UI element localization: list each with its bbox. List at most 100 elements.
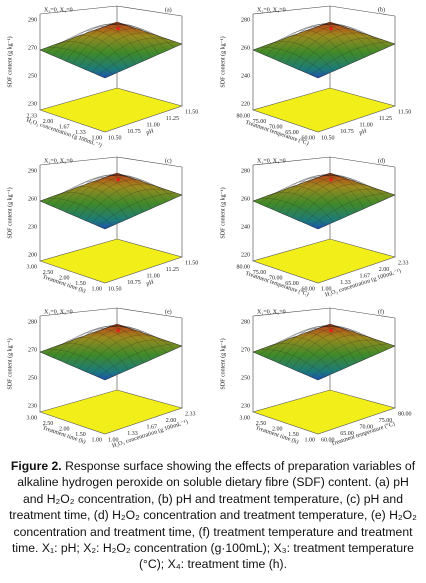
mesh-line bbox=[101, 23, 167, 51]
mesh-line bbox=[298, 32, 376, 70]
z-tick-label: 270 bbox=[28, 45, 37, 51]
floor bbox=[38, 87, 184, 133]
mesh-line bbox=[91, 37, 170, 73]
y-tick-label: 1.00 bbox=[321, 286, 332, 292]
mesh-line bbox=[91, 188, 170, 224]
mesh-line bbox=[109, 175, 175, 199]
mesh-line bbox=[304, 188, 383, 224]
x-tick-label: 2.50 bbox=[43, 270, 54, 276]
z-tick-label: 230 bbox=[28, 101, 37, 107]
z-tick-label: 260 bbox=[28, 196, 37, 202]
frame-line bbox=[252, 156, 396, 168]
surface-panel: (f) X₁=0, X₂=0 SDF content (g kg⁻¹) 230 250 2… bbox=[219, 307, 412, 447]
mesh-line bbox=[304, 339, 383, 375]
y-tick-label: 11.50 bbox=[185, 109, 198, 115]
z-axis-label: SDF content (g kg⁻¹) bbox=[219, 338, 226, 389]
response-surface bbox=[252, 21, 396, 79]
z-tick-label: 240 bbox=[241, 73, 250, 79]
y-axis-label: pH bbox=[146, 279, 155, 287]
x-tick-label: 1.33 bbox=[75, 130, 86, 136]
mesh-line bbox=[311, 343, 389, 378]
y-tick-label: 11.00 bbox=[147, 273, 160, 279]
y-tick-label: 2.33 bbox=[398, 260, 409, 266]
mesh-line bbox=[85, 32, 163, 70]
fixed-factors: X₃=0, X₄=0 bbox=[44, 7, 73, 13]
y-axis-label: pH bbox=[146, 128, 155, 136]
x-tick-label: 1.50 bbox=[75, 281, 86, 287]
z-tick-label: 280 bbox=[241, 17, 250, 23]
mesh-line bbox=[78, 179, 157, 218]
x-tick-label: 2.00 bbox=[43, 119, 54, 125]
z-axis-label: SDF content (g kg⁻¹) bbox=[219, 36, 226, 87]
frame-line bbox=[39, 156, 183, 168]
mesh-line bbox=[291, 328, 357, 364]
z-axis-label: SDF content (g kg⁻¹) bbox=[6, 338, 13, 389]
mesh-line bbox=[93, 23, 160, 55]
fixed-factors: X₂=0, X₃=0 bbox=[44, 158, 73, 164]
mesh-line bbox=[322, 24, 388, 48]
mesh-line bbox=[298, 334, 376, 372]
x-tick-label: 1.67 bbox=[59, 124, 70, 130]
y-tick-label: 10.75 bbox=[340, 129, 354, 135]
surface-panel: (e) X₁=0, X₃=0 SDF content (g kg⁻¹) 230 250 2… bbox=[6, 307, 196, 449]
x-tick-label: 70.00 bbox=[269, 124, 283, 130]
x-tick-label: 1.00 bbox=[92, 286, 103, 292]
y-tick-label: 11.25 bbox=[379, 116, 392, 122]
x-tick-label: 60.00 bbox=[302, 135, 316, 141]
response-surface bbox=[252, 323, 396, 381]
response-surface bbox=[39, 21, 183, 79]
y-tick-label: 70.00 bbox=[360, 424, 374, 430]
y-tick-label: 2.00 bbox=[379, 267, 390, 273]
mesh-line bbox=[322, 175, 388, 199]
x-tick-label: 80.00 bbox=[237, 264, 251, 270]
y-tick-label: 11.00 bbox=[147, 122, 160, 128]
mesh-line bbox=[311, 192, 389, 227]
z-axis-label: SDF content (g kg⁻¹) bbox=[6, 36, 13, 87]
mesh-line bbox=[52, 325, 131, 358]
x-tick-label: 70.00 bbox=[269, 275, 283, 281]
mesh-line bbox=[291, 330, 370, 369]
mesh-line bbox=[306, 325, 373, 357]
mesh-line bbox=[91, 339, 170, 375]
z-tick-label: 260 bbox=[241, 196, 250, 202]
floor bbox=[251, 238, 397, 284]
fixed-factors: X₁=0, X₄=0 bbox=[257, 158, 286, 164]
y-tick-label: 10.50 bbox=[321, 135, 335, 141]
x-tick-label: 3.00 bbox=[240, 415, 251, 421]
mesh-line bbox=[299, 175, 365, 209]
z-tick-label: 230 bbox=[28, 224, 37, 230]
mesh-line bbox=[78, 26, 144, 62]
z-axis-label: SDF content (g kg⁻¹) bbox=[219, 187, 226, 238]
y-tick-label: 1.67 bbox=[147, 424, 158, 430]
y-tick-label: 65.00 bbox=[340, 431, 354, 437]
mesh-line bbox=[265, 325, 344, 358]
surface-panel: (a) X₃=0, X₄=0 SDF content (g kg⁻¹) 230 250 2… bbox=[6, 5, 198, 149]
response-surface bbox=[39, 172, 183, 230]
mesh-line bbox=[291, 179, 370, 218]
x-tick-label: 2.00 bbox=[59, 275, 70, 281]
mesh-line bbox=[298, 183, 376, 221]
y-tick-label: 11.00 bbox=[360, 122, 373, 128]
x-tick-label: 2.50 bbox=[43, 421, 54, 427]
mesh-line bbox=[86, 175, 152, 209]
mesh-line bbox=[93, 325, 160, 357]
y-tick-label: 1.33 bbox=[340, 280, 351, 286]
y-tick-label: 11.50 bbox=[185, 260, 198, 266]
fixed-factors: X₁=0, X₃=0 bbox=[44, 309, 73, 315]
mesh-line bbox=[291, 28, 370, 67]
mesh-line bbox=[78, 328, 144, 364]
mesh-line bbox=[311, 41, 389, 76]
mesh-line bbox=[101, 325, 167, 353]
surface-panel: (d) X₁=0, X₄=0 SDF content (g kg⁻¹) 220 240 2… bbox=[219, 156, 409, 298]
mesh-line bbox=[299, 326, 365, 360]
mesh-line bbox=[314, 325, 380, 353]
z-tick-label: 280 bbox=[241, 319, 250, 325]
figure-panels: (a) X₃=0, X₄=0 SDF content (g kg⁻¹) 230 250 2… bbox=[6, 5, 412, 449]
y-tick-label: 11.25 bbox=[166, 116, 179, 122]
optimum-point bbox=[329, 328, 333, 333]
mesh-line bbox=[98, 192, 176, 227]
x-tick-label: 75.00 bbox=[253, 270, 267, 276]
x-tick-label: 1.00 bbox=[92, 437, 103, 443]
y-tick-label: 10.75 bbox=[127, 280, 141, 286]
